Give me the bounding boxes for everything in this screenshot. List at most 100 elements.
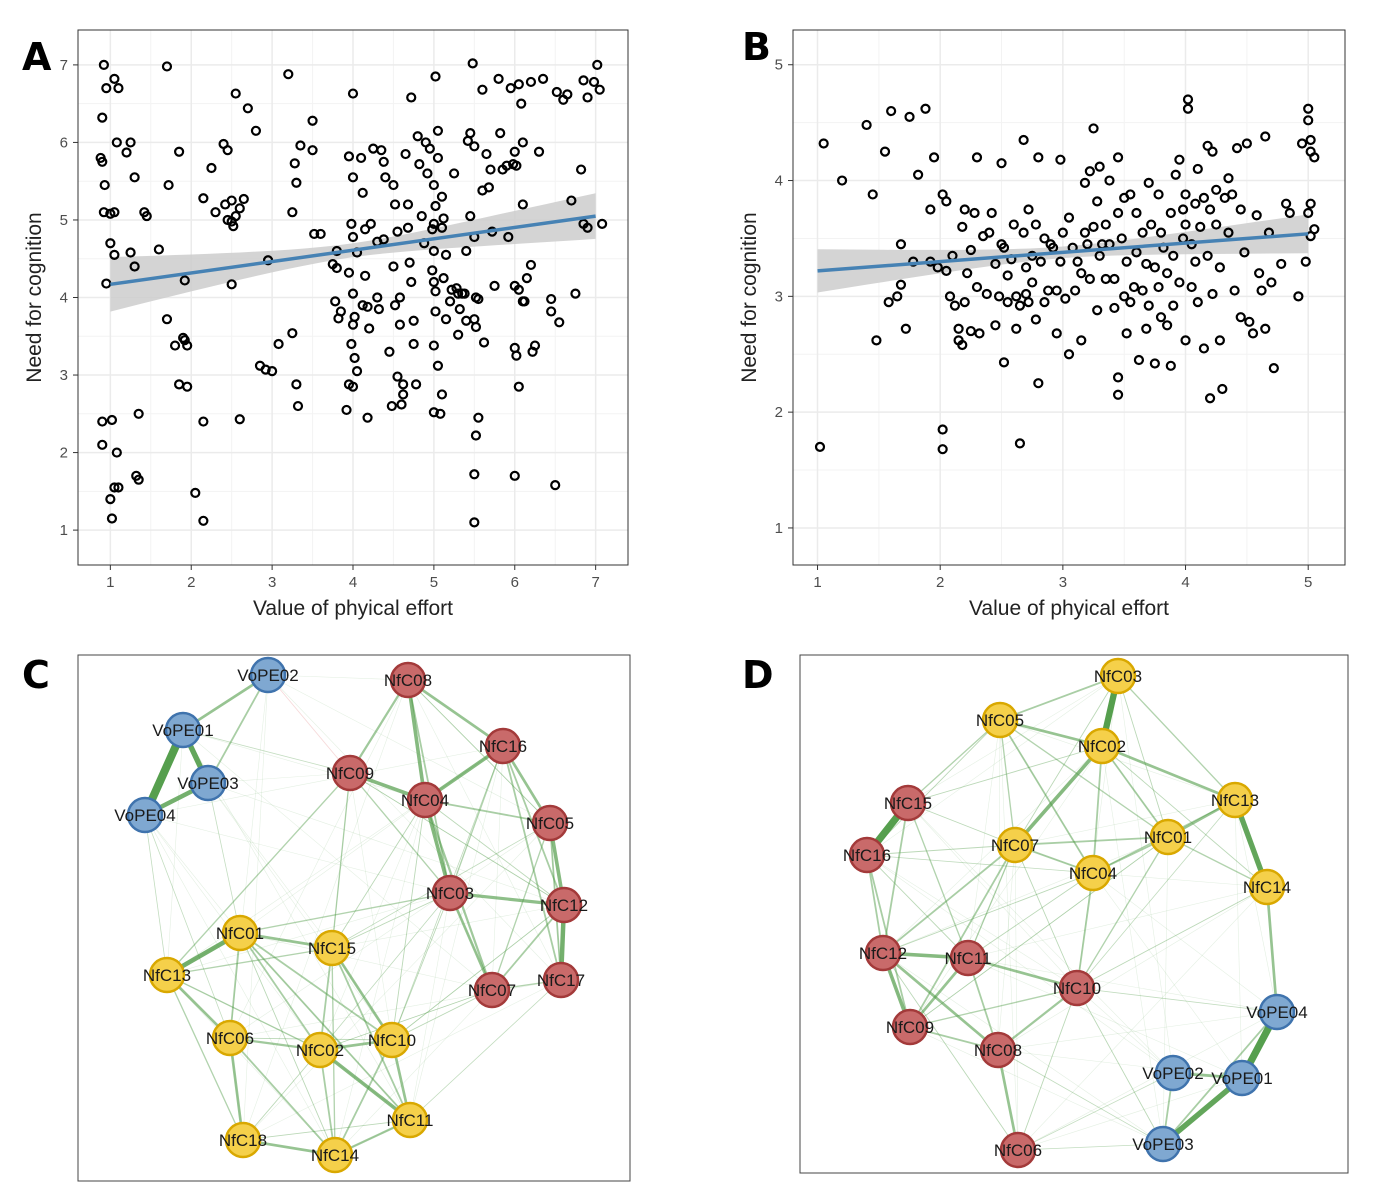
chart-b-x-axis-title: Value of phyical effort — [969, 597, 1169, 620]
chart-b-data-point — [1112, 207, 1124, 219]
chart-b-data-point — [1141, 258, 1152, 270]
network-d-node — [949, 939, 987, 977]
chart-b-data-point — [1235, 204, 1246, 215]
chart-a-data-point — [343, 267, 355, 278]
chart-b-data-point — [1055, 256, 1066, 267]
network-c-node — [431, 874, 469, 912]
chart-b-data-point — [971, 152, 983, 163]
chart-b-data-point — [1092, 305, 1103, 316]
chart-b-data-point — [1088, 221, 1099, 232]
network-d-weak-edge — [1017, 1011, 1278, 1151]
chart-b-data-point — [1112, 372, 1124, 383]
chart-a-data-point — [364, 323, 375, 334]
chart-a-data-point — [432, 152, 444, 164]
chart-a-data-point — [428, 245, 439, 257]
chart-a-data-point — [588, 76, 600, 88]
network-c-weak-edge — [267, 674, 562, 981]
chart-b-data-point — [1084, 273, 1095, 285]
chart-b-data-point — [1155, 227, 1167, 238]
network-c-weak-edge — [319, 799, 426, 1051]
network-c-weak-edge — [267, 674, 409, 681]
chart-b-data-point — [1125, 189, 1136, 200]
chart-b-data-point — [1305, 198, 1316, 209]
chart-b-data-point — [1112, 389, 1124, 400]
chart-b-y-tick-label: 1 — [775, 520, 783, 537]
chart-b-data-point — [1137, 227, 1148, 238]
network-d-weak-edge — [1092, 872, 1278, 1013]
chart-a-data-point — [400, 148, 411, 160]
chart-a-data-point — [182, 340, 193, 351]
chart-a-data-point — [287, 207, 298, 218]
chart-a-data-point — [546, 306, 557, 317]
network-d-weak-edge — [1017, 1077, 1243, 1151]
chart-b-data-point — [1023, 204, 1034, 215]
network-d-weak-edge — [909, 745, 1103, 1028]
chart-a-data-point — [362, 412, 373, 423]
network-c-edge — [331, 892, 451, 949]
chart-a-data-point — [525, 76, 537, 88]
chart-a-data-point — [467, 58, 478, 69]
chart-b-x-tick-label: 5 — [1304, 574, 1312, 591]
chart-a-x-tick-label: 5 — [430, 574, 438, 591]
chart-a-data-point — [99, 179, 110, 191]
chart-a-y-tick-label: 2 — [60, 445, 68, 462]
network-d-edge — [1101, 745, 1268, 888]
chart-a-data-point — [111, 447, 122, 458]
chart-a-data-point — [226, 195, 237, 206]
chart-a-data-point — [105, 493, 116, 505]
network-d-node — [848, 836, 886, 874]
chart-b-data-point — [1153, 189, 1164, 200]
chart-a-data-point — [562, 89, 573, 100]
chart-b-data-point — [1186, 281, 1197, 293]
chart-a-data-point — [412, 131, 423, 142]
network-c-edge — [144, 814, 231, 1039]
chart-a-y-tick-label: 7 — [60, 57, 68, 74]
network-d-node-label: NfC06 — [994, 1141, 1042, 1160]
chart-b-data-point — [1227, 189, 1238, 200]
chart-b-data-point — [1155, 312, 1167, 323]
chart-a-data-point — [163, 179, 174, 191]
chart-b-data-point — [883, 297, 894, 308]
network-c-node — [189, 764, 227, 802]
chart-a-data-point — [503, 231, 514, 243]
chart-b-data-point — [1092, 196, 1103, 207]
chart-b-data-point — [1268, 363, 1279, 374]
chart-a-data-point — [430, 286, 441, 297]
chart-b-data-point — [1100, 219, 1111, 230]
chart-a-data-point — [376, 145, 387, 156]
network-c-edge — [318, 1048, 412, 1122]
chart-b-data-point — [895, 239, 907, 250]
network-c-edge — [331, 947, 411, 1121]
chart-b-regression-line — [817, 232, 1309, 273]
network-c-node-label: NfC02 — [296, 1041, 344, 1060]
chart-b-data-point — [1266, 277, 1277, 288]
network-c-weak-edge — [166, 974, 321, 1051]
network-d-node — [999, 1131, 1037, 1169]
panel-b: B 1 2 3 4 5 1 2 3 4 5 Value of phyical effort Need … — [738, 25, 1346, 620]
network-c-weak-edge — [229, 822, 551, 1039]
chart-a-data-point — [438, 213, 449, 224]
network-d-weak-edge — [999, 719, 1236, 801]
chart-b-plot-border — [792, 29, 1346, 566]
chart-a-data-point — [182, 381, 193, 392]
chart-a-data-point — [394, 292, 406, 303]
chart-b-data-point — [1223, 173, 1234, 184]
chart-b-data-point — [1190, 256, 1201, 267]
network-d-edge — [1013, 744, 1104, 847]
network-d-weak-edge — [1014, 799, 1236, 846]
chart-a-data-point — [388, 261, 399, 272]
panel-d: D NfC03 NfC05 NfC02 NfC13 NfC15 NfC07 NfC01 NfC… — [742, 653, 1349, 1174]
chart-b-data-point — [1162, 320, 1173, 331]
chart-a-data-point — [505, 83, 516, 94]
network-d-weak-edge — [999, 719, 1094, 874]
chart-a-data-point — [470, 430, 482, 441]
chart-a-data-point — [489, 280, 500, 291]
network-c-node — [126, 796, 164, 834]
chart-a-data-point — [402, 222, 414, 233]
network-c-edge — [182, 729, 351, 774]
chart-a-data-point — [432, 360, 444, 371]
chart-b-data-point — [1177, 204, 1189, 215]
chart-b-data-point — [959, 297, 970, 308]
chart-a-data-point — [169, 340, 181, 351]
